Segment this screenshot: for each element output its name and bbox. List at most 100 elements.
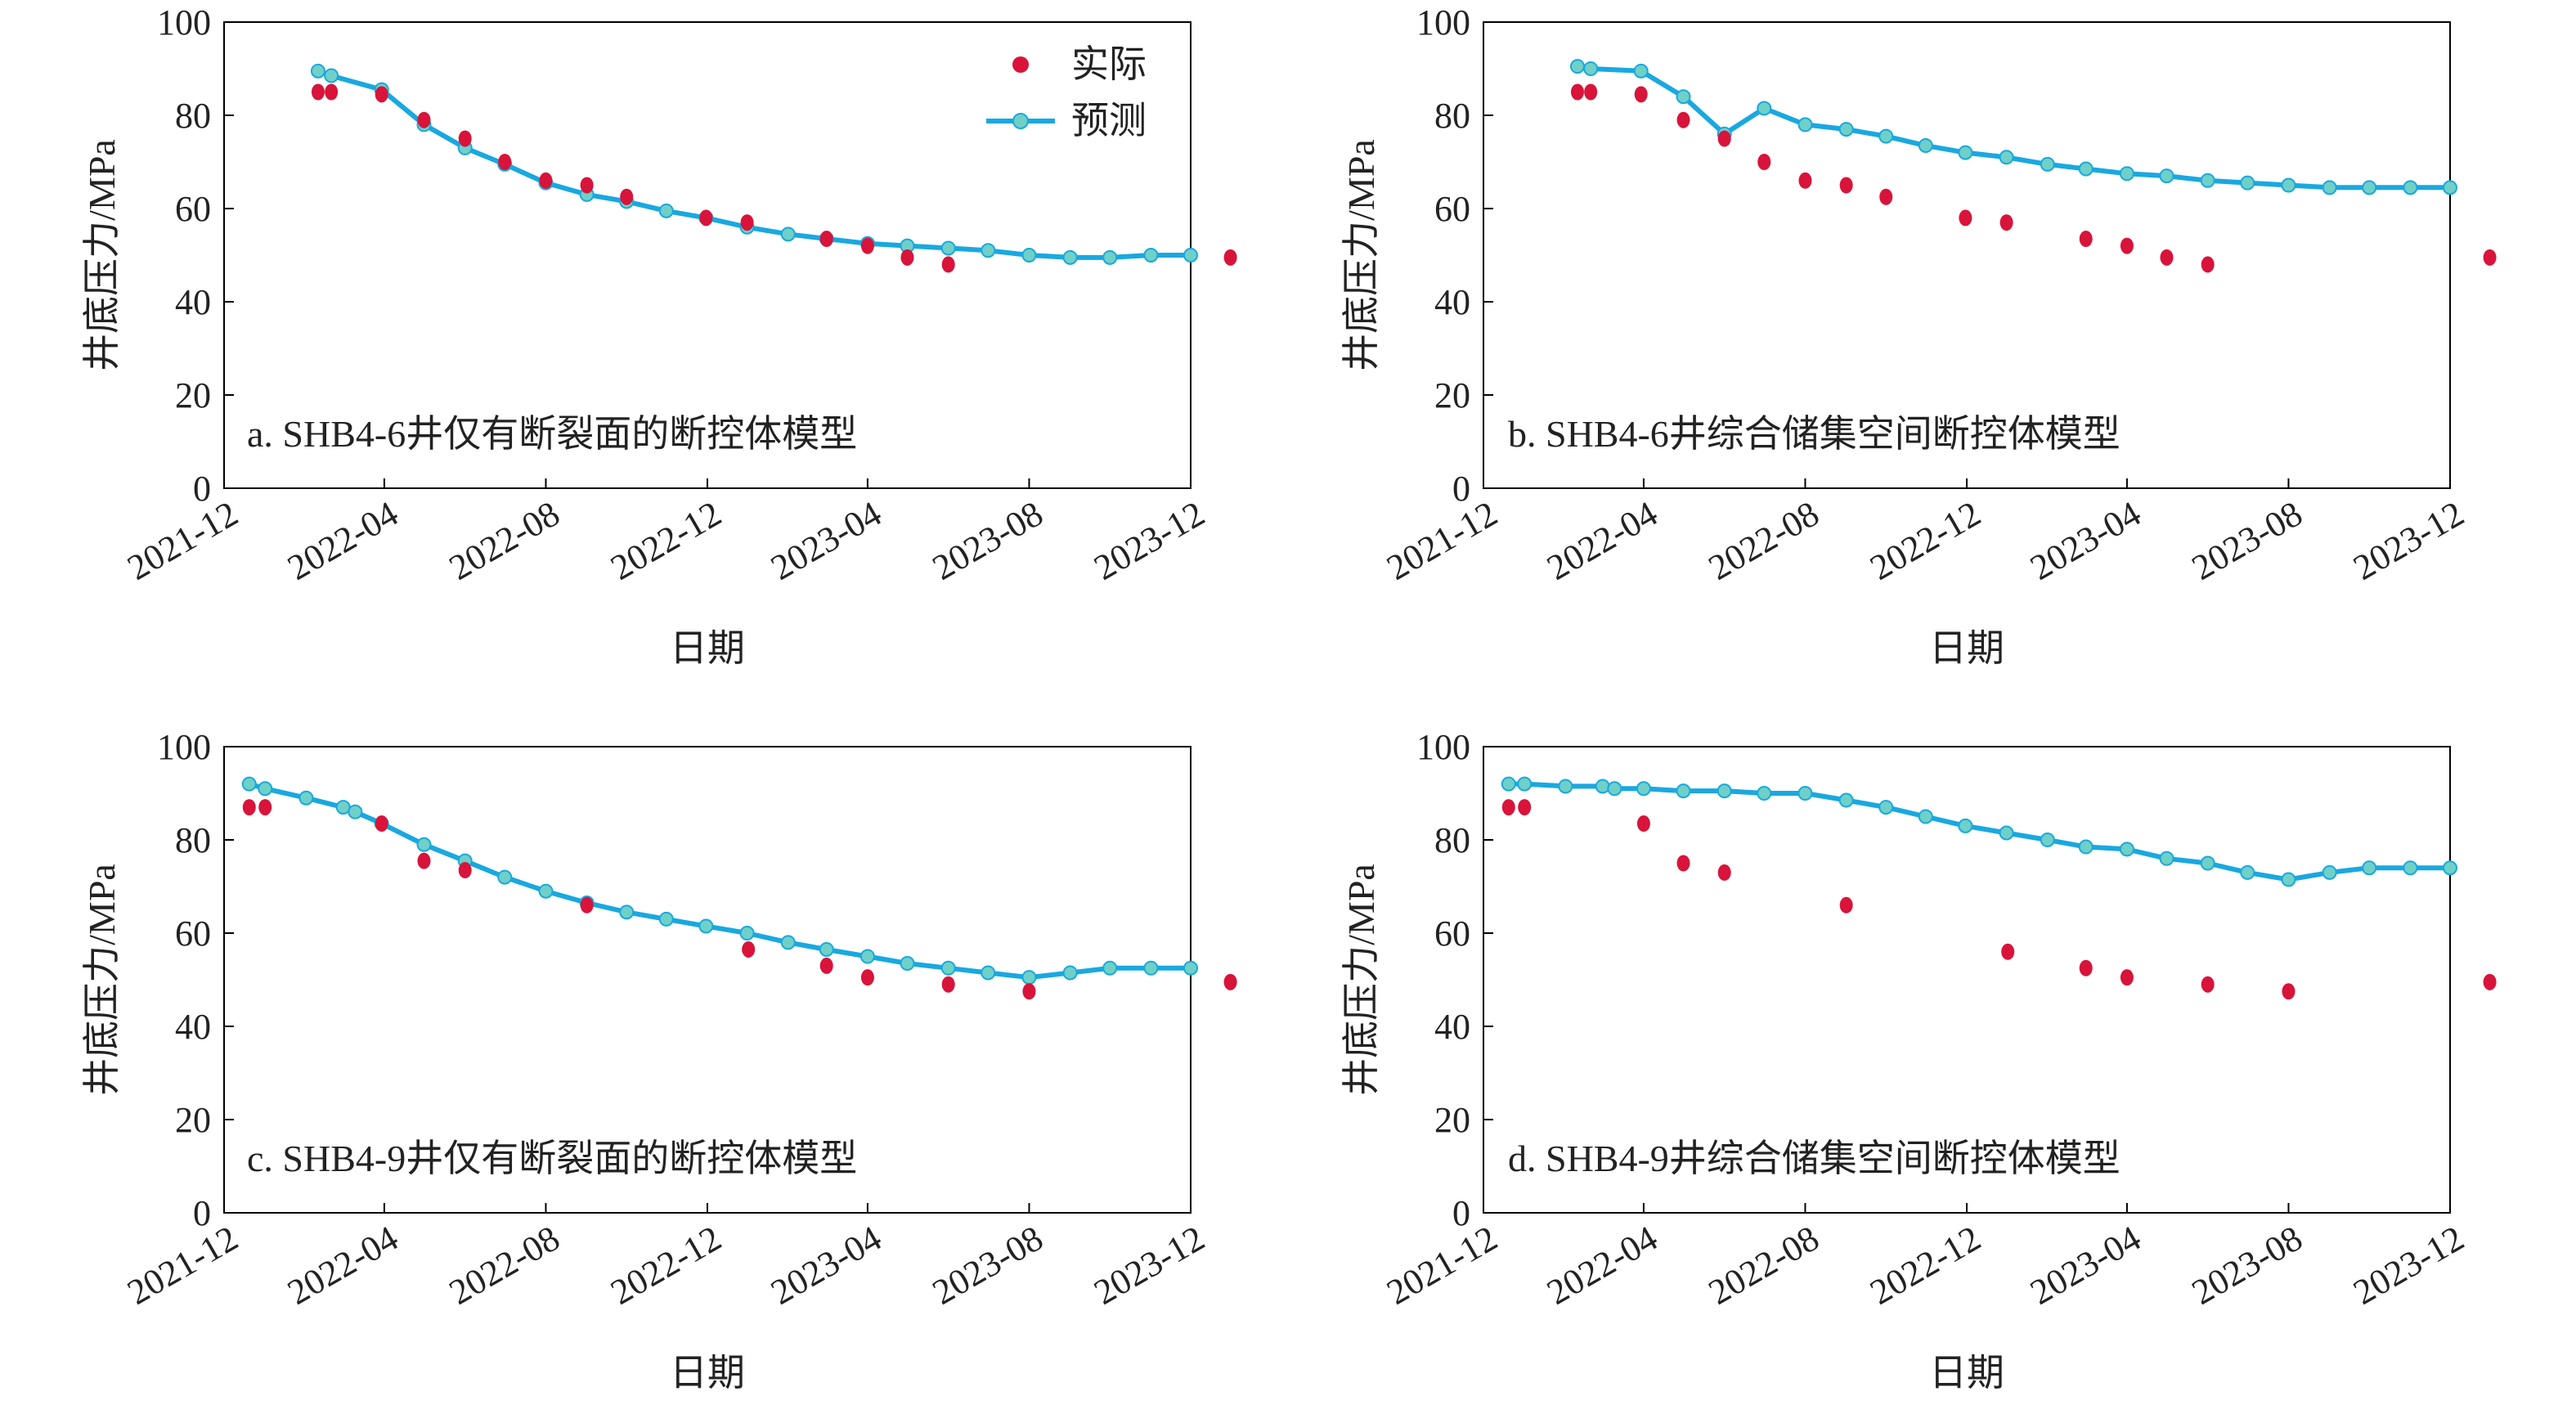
predicted-point [981,243,996,258]
actual-point [1798,172,1812,189]
legend-label-predicted: 预测 [1071,100,1147,141]
actual-point [1223,973,1237,990]
predicted-point [739,926,755,940]
y-axis-label: 井底压力/MPa [1340,864,1382,1096]
predicted-point [416,837,432,852]
predicted-point [1595,779,1610,794]
predicted-point [698,918,714,934]
actual-point [1717,864,1731,881]
x-tick-label: 2021-12 [1380,493,1504,588]
x-tick-label: 2023-04 [2023,1218,2147,1313]
predicted-point [241,776,257,792]
actual-point [1717,130,1731,147]
predicted-point [1797,786,1813,801]
actual-point [941,256,955,273]
predicted-point [1999,825,2014,841]
x-tick-label: 2023-12 [1087,1218,1211,1313]
actual-point [1223,249,1237,266]
actual-point [375,815,388,833]
actual-point [860,237,874,254]
predicted-point [1143,248,1159,263]
actual-point [620,188,634,205]
predicted-line [248,781,1191,981]
actual-point [2079,959,2093,976]
x-axis-label: 日期 [1929,627,2004,669]
y-tick-label: 80 [175,96,211,136]
actual-point [1959,209,1972,227]
x-tick-label: 2022-12 [1863,1218,1987,1313]
legend-marker-actual [1012,56,1029,73]
predicted-point [1717,783,1732,799]
legend-label-actual: 实际 [1071,43,1147,85]
predicted-point [1878,800,1894,815]
predicted-point [538,883,554,899]
panel-c: c. SHB4-9井仅有断裂面的断控体模型 日期 井底压力/MPa 0 20 40 6… [81,727,1237,1394]
actual-point [742,940,756,958]
actual-point [900,249,914,266]
predicted-point [1183,960,1198,976]
x-tick-label: 2022-04 [1540,493,1664,588]
predicted-point [2200,855,2215,871]
predicted-point [2078,839,2094,855]
panel-d: d. SHB4-9井综合储集空间断控体模型 日期 井底压力/MPa 0 20 40 6… [1340,727,2497,1394]
predicted-point [1102,960,1118,976]
predicted-point [780,935,796,950]
actual-point [1879,188,1893,205]
panel-a: a. SHB4-6井仅有断裂面的断控体模型 日期 井底压力/MPa 实际 预测 … [81,2,1237,669]
actual-point [1676,855,1690,872]
actual-point [458,862,472,879]
actual-point [498,154,512,170]
x-tick-label: 2022-04 [280,1218,405,1313]
y-tick-label: 60 [175,189,211,229]
actual-point [258,799,272,816]
y-tick-label: 60 [1434,913,1470,954]
predicted-point [2240,864,2255,880]
x-tick-label: 2023-08 [2185,493,2309,588]
predicted-point [1569,59,1585,74]
x-tick-label: 2021-12 [120,493,245,588]
predicted-point [2322,864,2337,880]
predicted-point [298,790,314,806]
x-tick-label: 2023-04 [764,1218,888,1313]
predicted-point [2281,872,2296,887]
predicted-point [1021,970,1037,985]
predicted-line [1577,64,2450,191]
y-tick-label: 20 [1434,1100,1470,1140]
actual-point [2120,969,2134,986]
actual-point [242,799,256,816]
predicted-point [2119,842,2134,857]
predicted-point [1958,145,1973,160]
y-tick-label: 60 [175,913,211,954]
predicted-line [1508,781,2450,882]
y-tick-label: 40 [175,282,211,322]
predicted-point [258,781,273,797]
predicted-point [2443,180,2457,195]
y-tick-label: 100 [1416,727,1470,767]
y-tick-label: 0 [193,469,211,509]
y-tick-label: 0 [1452,469,1470,509]
actual-point [819,957,833,974]
predicted-point [1062,249,1078,265]
predicted-point [1607,781,1622,797]
x-tick-label: 2022-08 [442,1218,567,1313]
annotation: c. SHB4-9井仅有断裂面的断控体模型 [247,1138,857,1179]
panel-b: b. SHB4-6井综合储集空间断控体模型 日期 井底压力/MPa 0 20 40 6… [1340,2,2497,669]
actual-point [2483,973,2497,990]
actual-point [1584,83,1598,101]
predicted-point [2443,860,2457,876]
x-tick-label: 2023-12 [2346,493,2471,588]
actual-point [2120,237,2134,254]
x-tick-label: 2021-12 [1380,1218,1504,1313]
y-axis-label: 井底压力/MPa [81,864,123,1096]
predicted-point [2322,180,2337,195]
predicted-point [981,965,996,981]
actual-point [2001,943,2015,960]
y-tick-label: 0 [193,1193,211,1233]
y-tick-label: 20 [175,375,211,415]
predicted-point [940,960,956,976]
predicted-point [619,904,635,920]
actual-point [458,130,472,147]
x-tick-label: 2022-04 [1540,1218,1664,1313]
actual-point [740,214,754,231]
